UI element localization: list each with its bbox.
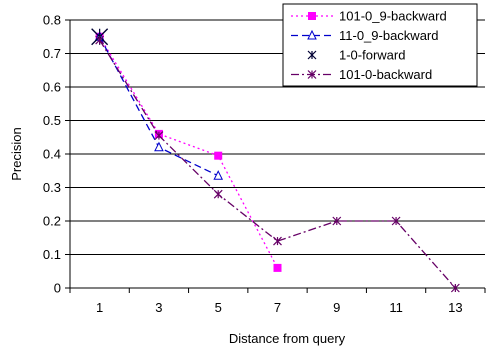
x-tick-label: 11 [389,300,403,315]
y-tick-label: 0.5 [43,113,61,128]
y-tick-label: 0.8 [43,13,61,28]
y-axis-title: Precision [9,127,24,180]
legend-item: 11-0_9-backward [291,28,438,43]
data-point [332,216,342,226]
legend-item: 101-0_9-backward [291,9,447,24]
series-line [99,36,279,269]
series-group [91,28,460,293]
data-point [95,35,105,45]
y-tick-label: 0 [54,281,61,296]
x-tick-label: 1 [96,300,103,315]
legend-marker [307,29,317,40]
data-point [213,189,223,199]
legend-marker [307,70,317,79]
y-tick-label: 0.6 [43,80,61,95]
x-axis-title: Distance from query [229,331,346,346]
legend-label: 101-0-backward [339,67,432,82]
tick-labels: 00.10.20.30.40.50.60.70.81 3 5 7 9 11 13 [43,13,463,316]
legend-marker [307,50,317,60]
legend-item: 101-0-backward [291,67,432,82]
x-tick-label: 9 [333,300,340,315]
x-tick-label: 5 [215,300,222,315]
y-tick-label: 0.7 [43,46,61,61]
data-point [214,151,223,160]
y-tick-label: 0.1 [43,247,61,262]
data-point [273,236,282,246]
series-101-0_9-backward [95,32,282,272]
series-101-0-backward [95,35,460,293]
legend-label: 1-0-forward [339,48,405,63]
data-point [154,131,164,140]
y-tick-label: 0.3 [43,180,61,195]
x-tick-label: 3 [155,300,162,315]
data-point [154,141,164,152]
y-tick-label: 0.2 [43,214,61,229]
legend: 101-0_9-backward 11-0_9-backward 1-0-forwa… [282,3,478,87]
y-tick-label: 0.4 [43,147,61,162]
x-tick-label: 13 [448,300,462,315]
series-11-0_9-backward [94,31,224,180]
data-point [213,170,224,180]
data-point [273,263,282,272]
legend-label: 101-0_9-backward [339,9,447,24]
gridlines [70,19,485,289]
data-point [391,216,401,226]
x-tick-label: 7 [274,300,281,315]
legend-item: 1-0-forward [307,48,405,63]
legend-label: 11-0_9-backward [339,28,438,43]
axes [65,19,486,293]
data-point [450,283,460,293]
legend-marker [308,12,316,20]
series-line [99,36,219,177]
